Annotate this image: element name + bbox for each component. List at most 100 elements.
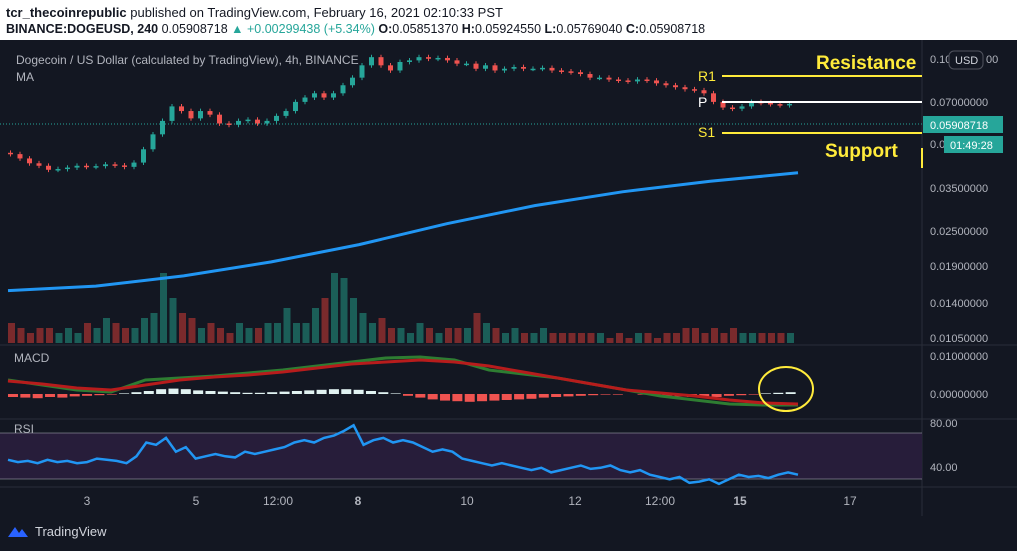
candle-body [217,114,222,124]
volume-bar [663,333,671,343]
volume-bar [720,333,728,343]
candle-body [787,103,792,106]
ohlc-o-label: O: [378,22,393,36]
candle-body [777,104,783,106]
volume-bar [84,323,91,343]
support-label: Support [825,141,898,162]
candle-body [226,123,232,125]
candle-body [74,165,80,168]
tradingview-logo[interactable]: TradingView [7,524,107,539]
candle-body [473,63,479,69]
volume-bar [340,278,348,343]
macd-hist-bar [304,390,315,394]
macd-legend[interactable]: MACD [14,351,50,365]
macd-hist-bar [785,392,796,394]
rsi-tick: 80.00 [930,418,958,430]
volume-bar [540,328,547,343]
candle-body [606,77,612,80]
macd-hist-bar [489,394,500,401]
ohlc-high: 0.05924550 [474,22,542,36]
candle-body [312,93,317,98]
currency-label[interactable]: USD [955,55,978,67]
volume-bar [321,298,329,343]
price-tick: 0.01900000 [930,261,988,273]
volume-bar [673,333,680,343]
chart-area[interactable]: R1 P S1 Resistance Support Dogecoin / US… [0,40,1017,516]
volume-bar [492,328,500,343]
macd-hist-bar [514,394,525,400]
volume-bar [616,333,623,343]
ma-line [7,171,799,293]
rsi-legend[interactable]: RSI [14,422,34,436]
volume-bar [483,323,490,343]
currency-button[interactable]: USD [948,50,984,70]
macd-hist-bar [193,390,204,394]
candle-body [426,57,431,59]
macd-hist-bar [267,392,278,394]
macd-hist-bar [279,391,290,394]
candle-body [65,167,70,170]
volume-bar [625,338,633,343]
volume-bar [397,328,405,343]
candle-body [492,65,498,71]
candle-body [150,134,156,150]
candle-body [407,60,412,63]
time-tick: 3 [84,494,91,508]
macd-hist-bar [748,394,759,395]
tradingview-logo-icon [8,526,28,537]
volume-bar [131,328,139,343]
volume-bar [473,313,481,343]
candle-body [578,72,583,75]
ma-legend[interactable]: MA [16,70,34,84]
macd-hist-bar [612,394,623,395]
volume-bar [141,318,148,343]
currency-button-bg[interactable] [948,50,984,70]
volume-bar [217,328,224,343]
candle-body [540,67,545,70]
candle-body [17,154,23,159]
macd-hist-bar [452,394,463,402]
volume-bar [559,333,566,343]
symbol-label: BINANCE:DOGEUSD, 240 [6,22,159,36]
candle-body [445,57,450,61]
candle-body [587,74,593,78]
candle-body [112,164,118,166]
candle-body [122,165,127,167]
candle-body [511,67,517,69]
macd-hist-bar [57,394,68,398]
chart-svg[interactable]: R1 P S1 Resistance Support Dogecoin / US… [0,40,1017,516]
volume-bar [654,338,661,343]
candle-body [739,106,745,109]
volume-bar [264,323,272,343]
volume-bar [55,333,63,343]
time-tick: 15 [733,494,747,508]
volume-bar [454,328,462,343]
volume-bar [103,318,110,343]
volume-bar [245,328,253,343]
macd-signal-line [7,358,799,406]
price-tick: 0.02500000 [930,226,988,238]
volume-bar [692,328,699,343]
macd-hist-bar [711,394,722,397]
volume-bar [701,333,709,343]
time-axis[interactable]: 3 5 12:00 8 10 12 12:00 15 17 [84,494,857,508]
macd-hist-bar [45,394,56,397]
macd-hist-bar [242,392,253,394]
candle-body [654,80,659,84]
volume-bar [17,328,25,343]
ohlc-low: 0.05769040 [556,22,623,36]
ohlc-l-label: L: [544,22,557,36]
candle-body [397,62,403,71]
author-name[interactable]: tcr_thecoinrepublic [6,5,127,20]
rsi-line [7,423,799,486]
volume-bar [236,323,243,343]
macd-hist-bar [501,394,512,400]
candle-body [663,83,669,86]
resistance-label: Resistance [816,53,916,74]
macd-hist-bar [551,394,562,397]
candle-body [502,68,507,71]
time-tick: 12:00 [263,494,293,508]
candle-body [93,166,99,168]
candle-body [616,79,621,82]
candle-body [701,90,707,94]
